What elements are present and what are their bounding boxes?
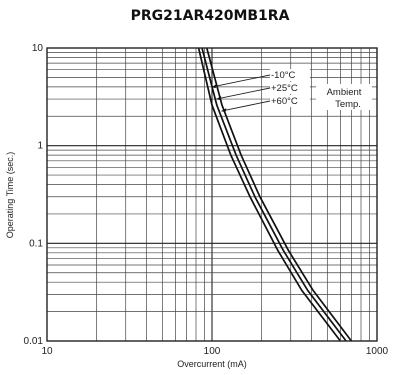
y-tick-label: 1: [37, 141, 43, 152]
series-label: -10°C: [271, 70, 296, 81]
series-label: +60°C: [271, 96, 298, 107]
y-tick-label: 0.01: [24, 336, 44, 347]
y-tick-label: 10: [32, 43, 44, 54]
series-label-background: [270, 82, 310, 94]
arrow-head-icon: [211, 84, 217, 89]
chart-title: PRG21AR420MB1RA: [131, 8, 290, 24]
y-axis-label: Operating Time (sec.): [5, 152, 15, 239]
arrow-head-icon: [216, 96, 222, 101]
x-axis-label: Overcurrent (mA): [177, 359, 247, 369]
series-label-background: [270, 69, 310, 81]
x-tick-label: 1000: [366, 346, 389, 357]
series-line-0: [197, 47, 342, 342]
series-line-1: [201, 47, 347, 342]
ambient-label: Ambient: [327, 87, 362, 98]
plot-frame: [46, 47, 378, 342]
leader-line: [216, 87, 271, 100]
series-label: +25°C: [271, 83, 298, 94]
temp-label: Temp.: [335, 99, 361, 110]
leader-line: [211, 74, 271, 88]
x-tick-label: 100: [204, 346, 221, 357]
arrow-head-icon: [221, 108, 227, 113]
y-tick-labels: 10 1 0.1 0.01: [24, 43, 44, 347]
leader-line: [221, 100, 271, 112]
series-line-2: [205, 47, 353, 342]
y-tick-label: 0.1: [29, 238, 43, 249]
ambient-label-background: [316, 84, 372, 110]
chart-curves: [197, 47, 353, 342]
series-label-background: [270, 95, 310, 107]
x-tick-label: 10: [41, 346, 53, 357]
x-tick-labels: 10 100 1000: [41, 346, 388, 357]
